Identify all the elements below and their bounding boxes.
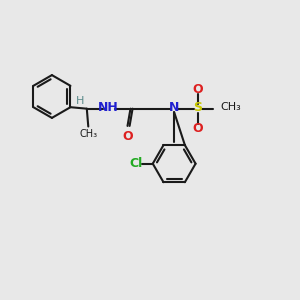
Text: CH₃: CH₃ bbox=[220, 102, 241, 112]
Text: O: O bbox=[193, 122, 203, 134]
Text: O: O bbox=[193, 83, 203, 96]
Text: Cl: Cl bbox=[129, 157, 142, 170]
Text: S: S bbox=[194, 101, 202, 114]
Text: O: O bbox=[122, 130, 133, 143]
Text: CH₃: CH₃ bbox=[79, 130, 97, 140]
Text: H: H bbox=[76, 96, 85, 106]
Text: NH: NH bbox=[98, 101, 118, 114]
Text: N: N bbox=[169, 101, 179, 114]
